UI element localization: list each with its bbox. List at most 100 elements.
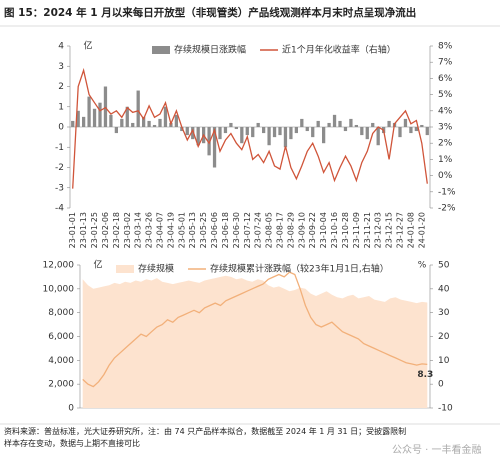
x-tick-label: 23-11-21	[363, 212, 372, 248]
y2-tick-label: 40	[438, 284, 450, 294]
bar	[103, 86, 108, 127]
x-tick-label: 23-09-22	[308, 212, 317, 248]
chart-title: 图 15：2024 年 1 月以来每日开放型（非现管类）产品线观测样本月末时点呈…	[4, 6, 416, 19]
legend-label: 存续规模日涨跌幅	[174, 44, 246, 56]
x-tick-label: 23-10-04	[319, 212, 328, 248]
x-tick-label: 23-10-16	[330, 212, 339, 248]
legend-label: 近1个月年化收益率（右轴）	[282, 44, 396, 56]
bar	[207, 127, 211, 156]
x-tick-label: 23-03-14	[134, 212, 143, 248]
bar	[114, 127, 118, 134]
bar	[354, 124, 358, 127]
x-tick-label: 23-01-13	[79, 212, 88, 248]
x-tick-label: 23-01-01	[68, 212, 77, 248]
y2-unit: %	[418, 261, 427, 271]
y-tick-label: -2	[55, 163, 64, 173]
y-unit: 亿	[83, 40, 92, 52]
bar	[414, 127, 418, 132]
legend-swatch	[116, 265, 134, 273]
bar	[76, 110, 80, 127]
bar	[349, 118, 353, 127]
bar	[294, 127, 298, 134]
x-tick-label: 23-05-25	[199, 212, 208, 248]
legend-swatch	[152, 46, 170, 54]
bar	[218, 127, 222, 140]
bar	[360, 127, 364, 136]
y-tick-label: -1	[55, 143, 64, 153]
legend-label: 存续规模累计涨跌幅（较23年1月1日,右轴）	[210, 263, 389, 275]
bar	[262, 127, 266, 134]
y2-tick-label: -1%	[438, 187, 456, 197]
x-tick-label: 23-03-26	[145, 212, 154, 248]
bar	[191, 127, 195, 140]
y-tick-label: 2	[58, 82, 64, 92]
y2-tick-label: 4%	[438, 106, 453, 116]
bar	[278, 127, 282, 136]
legend-label: 存续规模	[138, 263, 174, 275]
y-tick-label: 4	[58, 42, 64, 52]
y2-tick-label: 5%	[438, 90, 453, 100]
x-tick-label: 23-06-18	[221, 212, 230, 248]
x-tick-label: 23-09-10	[297, 212, 306, 248]
y-tick-label: 6,000	[48, 332, 74, 342]
bar	[212, 127, 217, 168]
bar	[87, 96, 91, 127]
x-tick-label: 23-03-02	[123, 212, 132, 248]
bar	[376, 127, 380, 146]
bar	[371, 122, 375, 127]
watermark: 公众号 · 一丰看金融	[392, 443, 482, 456]
y2-tick-label: 50	[438, 261, 450, 271]
x-tick-label: 23-02-18	[112, 212, 121, 248]
y-tick-label: 10,000	[43, 284, 75, 294]
bar	[403, 118, 408, 127]
line	[72, 67, 428, 189]
x-tick-label: 23-04-19	[166, 212, 175, 248]
bar	[109, 114, 113, 127]
x-tick-label: 23-10-28	[341, 212, 350, 248]
x-tick-label: 23-12-27	[396, 212, 405, 248]
bar	[142, 116, 146, 127]
x-tick-label: 23-07-12	[243, 212, 252, 248]
bar	[300, 118, 304, 127]
x-tick-label: 24-01-20	[417, 212, 426, 248]
bar	[245, 127, 249, 136]
bar	[289, 127, 293, 140]
bar	[234, 127, 238, 130]
bar	[256, 122, 260, 127]
y2-tick-label: 8%	[438, 42, 453, 52]
bar	[152, 124, 157, 127]
bar	[185, 127, 189, 136]
bar	[365, 127, 369, 140]
bar	[120, 118, 124, 127]
x-tick-label: 23-11-09	[352, 212, 361, 248]
bar	[125, 106, 129, 127]
bar	[425, 127, 429, 136]
x-tick-label: 23-01-25	[90, 212, 99, 248]
y2-tick-label: -10	[438, 404, 453, 414]
bar	[316, 120, 320, 127]
y-tick-label: 1	[58, 102, 64, 112]
y-tick-label: 0	[68, 404, 74, 414]
y-unit: 亿	[93, 259, 102, 271]
bar	[196, 127, 200, 146]
bar	[283, 127, 288, 148]
x-tick-label: 23-05-01	[177, 212, 186, 248]
data-label: 8.3	[417, 370, 433, 380]
x-tick-label: 23-12-03	[374, 212, 383, 248]
bar	[92, 108, 97, 127]
x-tick-label: 23-04-07	[156, 212, 165, 248]
y-tick-label: 8,000	[48, 308, 74, 318]
bar	[272, 127, 277, 138]
bar	[158, 118, 162, 127]
bar	[327, 122, 331, 127]
y-tick-label: -3	[55, 183, 64, 193]
bar	[343, 127, 348, 132]
bar	[82, 116, 86, 127]
x-tick-label: 23-07-24	[254, 212, 263, 248]
y2-tick-label: 7%	[438, 58, 453, 68]
x-tick-label: 23-06-30	[232, 212, 241, 248]
bar	[240, 127, 244, 144]
bar	[131, 122, 135, 127]
bar	[305, 127, 309, 132]
